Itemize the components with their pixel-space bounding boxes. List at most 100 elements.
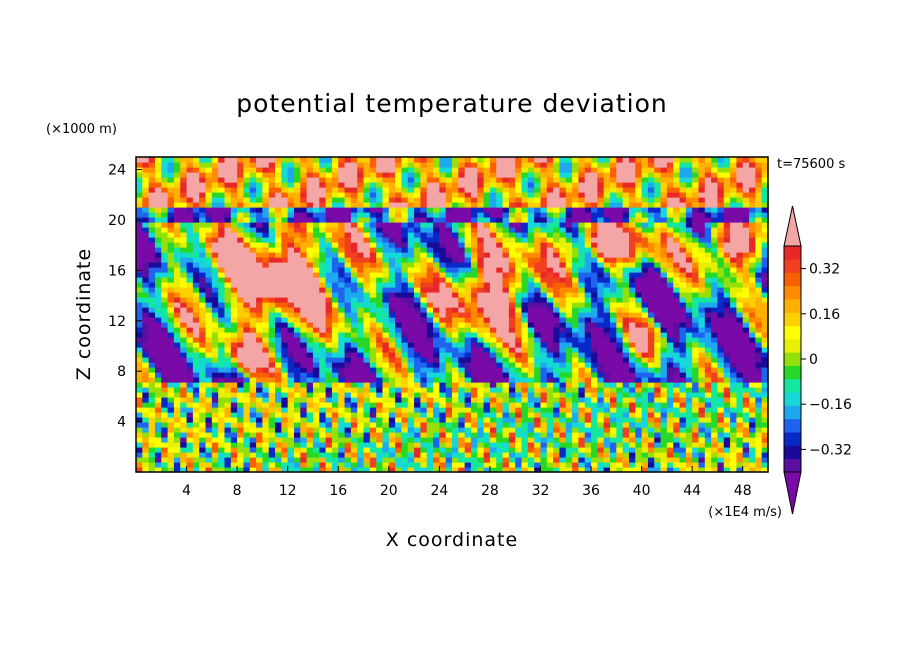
heatmap-cell xyxy=(584,437,592,443)
heatmap-cell xyxy=(458,437,466,443)
heatmap-cell xyxy=(287,232,295,238)
heatmap-cell xyxy=(350,317,358,323)
heatmap-cell xyxy=(281,222,289,228)
heatmap-cell xyxy=(363,442,371,448)
heatmap-cell xyxy=(730,232,737,238)
heatmap-cell xyxy=(237,297,245,303)
heatmap-cell xyxy=(363,392,371,398)
heatmap-cell xyxy=(464,412,472,418)
heatmap-cell xyxy=(559,272,567,278)
heatmap-cell xyxy=(565,427,573,433)
heatmap-cell xyxy=(243,302,251,308)
heatmap-cell xyxy=(275,392,282,398)
heatmap-cell xyxy=(154,437,162,443)
heatmap-cell xyxy=(553,397,561,403)
heatmap-cell xyxy=(483,422,491,428)
heatmap-cell xyxy=(338,427,346,433)
heatmap-cell xyxy=(369,457,377,463)
heatmap-cell xyxy=(458,462,466,468)
heatmap-cell xyxy=(338,352,346,358)
heatmap-cell xyxy=(496,357,504,363)
heatmap-cell xyxy=(154,262,162,268)
heatmap-cell xyxy=(199,297,207,303)
heatmap-cell xyxy=(742,307,750,313)
heatmap-cell xyxy=(452,232,459,238)
heatmap-cell xyxy=(553,292,561,298)
heatmap-cell xyxy=(136,372,143,378)
heatmap-cell xyxy=(515,272,523,278)
heatmap-cell xyxy=(243,442,251,448)
heatmap-cell xyxy=(148,282,156,288)
heatmap-cell xyxy=(401,257,409,263)
heatmap-cell xyxy=(603,272,611,278)
heatmap-cell xyxy=(477,467,485,473)
heatmap-cell xyxy=(679,237,687,243)
heatmap-cell xyxy=(281,447,289,453)
heatmap-cell xyxy=(464,307,472,313)
heatmap-cell xyxy=(363,417,371,423)
heatmap-cell xyxy=(180,437,188,443)
heatmap-cell xyxy=(711,347,719,353)
heatmap-cell xyxy=(698,457,706,463)
heatmap-cell xyxy=(319,377,327,383)
heatmap-cell xyxy=(161,372,169,378)
heatmap-cell xyxy=(192,452,200,458)
heatmap-cell xyxy=(508,282,516,288)
heatmap-cell xyxy=(192,462,200,468)
heatmap-cell xyxy=(445,432,453,438)
heatmap-cell xyxy=(281,457,289,463)
heatmap-cell xyxy=(502,307,510,313)
heatmap-cell xyxy=(312,457,320,463)
heatmap-cell xyxy=(647,267,655,273)
heatmap-cell xyxy=(591,397,598,403)
heatmap-cell xyxy=(237,287,245,293)
heatmap-cell xyxy=(477,452,485,458)
heatmap-cell xyxy=(148,317,156,323)
heatmap-cell xyxy=(395,362,403,368)
heatmap-cell xyxy=(742,377,750,383)
heatmap-cell xyxy=(502,322,510,328)
heatmap-cell xyxy=(205,342,213,348)
heatmap-cell xyxy=(338,422,346,428)
heatmap-cell xyxy=(142,412,150,418)
heatmap-cell xyxy=(331,437,339,443)
heatmap-cell xyxy=(628,432,636,438)
heatmap-cell xyxy=(205,277,213,283)
heatmap-cell xyxy=(673,442,681,448)
heatmap-cell xyxy=(502,407,510,413)
heatmap-cell xyxy=(167,407,175,413)
heatmap-cell xyxy=(426,337,434,343)
heatmap-cell xyxy=(559,222,567,228)
heatmap-cell xyxy=(730,437,737,443)
heatmap-cell xyxy=(363,347,371,353)
heatmap-cell xyxy=(344,432,352,438)
heatmap-cell xyxy=(167,277,175,283)
heatmap-cell xyxy=(660,427,668,433)
heatmap-cell xyxy=(136,227,143,233)
heatmap-cell xyxy=(610,267,617,273)
heatmap-cell xyxy=(508,292,516,298)
heatmap-cell xyxy=(527,417,535,423)
heatmap-cell xyxy=(445,257,453,263)
heatmap-cell xyxy=(211,412,219,418)
heatmap-cell xyxy=(534,372,542,378)
heatmap-cell xyxy=(730,362,737,368)
heatmap-cell xyxy=(319,337,327,343)
heatmap-cell xyxy=(610,467,617,473)
heatmap-cell xyxy=(249,407,257,413)
heatmap-cell xyxy=(572,422,579,428)
heatmap-cell xyxy=(363,327,371,333)
heatmap-cell xyxy=(331,467,339,473)
heatmap-cell xyxy=(553,327,561,333)
heatmap-cell xyxy=(180,242,188,248)
heatmap-cell xyxy=(338,242,346,248)
heatmap-cell xyxy=(464,302,472,308)
heatmap-cell xyxy=(603,412,611,418)
heatmap-cell xyxy=(294,227,301,233)
heatmap-cell xyxy=(325,297,333,303)
heatmap-cell xyxy=(572,277,579,283)
heatmap-cell xyxy=(521,457,529,463)
heatmap-cell xyxy=(470,442,478,448)
heatmap-cell xyxy=(262,312,270,318)
heatmap-cell xyxy=(382,422,390,428)
